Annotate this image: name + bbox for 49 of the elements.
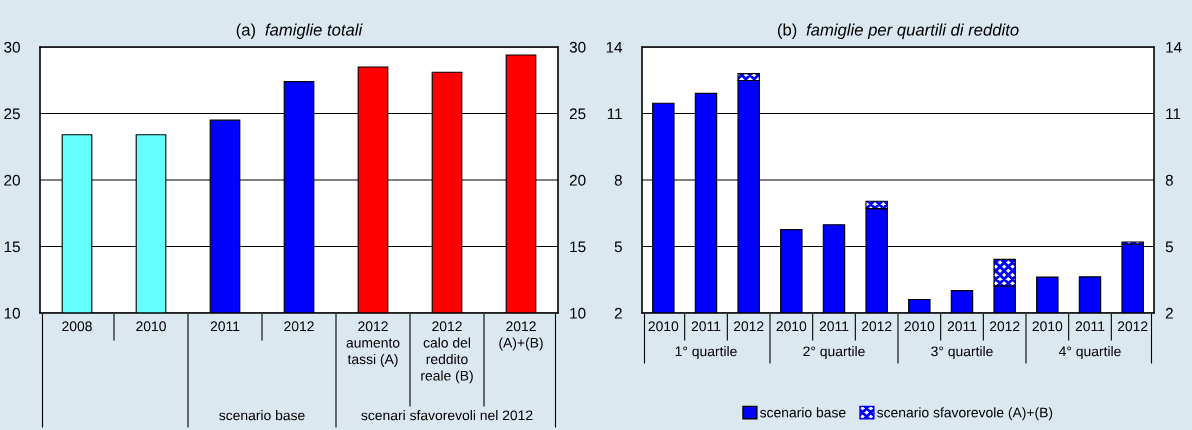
text: 4° quartile [1058, 346, 1121, 359]
x-tick-label: 2012 aumento tassi (A) [346, 321, 400, 367]
x-tick-label: 2011 [819, 321, 849, 332]
x-tick-label: 2012 [1117, 321, 1148, 332]
y2-tick-label: 10 [570, 307, 586, 319]
x-tick-label: 2012 (A)+(B) [499, 321, 543, 351]
y-tick-label: 11 [607, 108, 622, 120]
y2-tick-label: 20 [569, 174, 586, 186]
x-tick-label: 2011 [210, 321, 240, 332]
x-tick-label: 2012 [733, 321, 764, 332]
text: 2° quartile [803, 346, 865, 359]
x-tick-label: 2011 [947, 321, 977, 332]
y2-tick-label: 11 [1166, 108, 1181, 120]
x-tick-label: 2012 [861, 321, 892, 332]
x-tick-label: 2010 [776, 321, 807, 332]
x-tick-label: 2011 [1075, 321, 1105, 332]
y-tick-label: 25 [4, 108, 20, 120]
y-tick-label: 14 [606, 42, 623, 53]
x-tick-label: 2010 [648, 321, 679, 332]
x-tick-label: 2012 [989, 321, 1020, 332]
x-tick-label: 2011 [691, 321, 721, 332]
text: 1° quartile [675, 346, 737, 359]
text: 3° quartile [931, 346, 993, 359]
y-tick-label: 15 [4, 241, 20, 253]
x-tick-label: 2010 [904, 321, 935, 332]
x-tick-label: 2012 [284, 321, 314, 332]
y-tick-label: 10 [4, 307, 20, 319]
y2-tick-label: 8 [1165, 174, 1173, 186]
y-tick-label: 8 [614, 174, 622, 186]
x-tick-label: 2012 calo del reddito reale (B) [421, 321, 473, 384]
chart-title: (a) famiglie totali [236, 23, 363, 40]
x-tick-label: 2008 [62, 321, 92, 332]
text: scenario base [219, 410, 305, 421]
y2-tick-label: 15 [570, 241, 586, 253]
y-tick-label: 30 [4, 41, 20, 53]
y2-tick-label: 30 [569, 41, 586, 53]
y2-tick-label: 2 [1165, 307, 1173, 319]
legend-label: scenario base [760, 407, 846, 418]
y-tick-label: 20 [4, 174, 20, 186]
text: scenari sfavorevoli nel 2012 [361, 410, 533, 421]
x-tick-label: 2010 [136, 321, 166, 332]
y-tick-label: 2 [614, 307, 622, 319]
x-tick-label: 2010 [1032, 321, 1063, 332]
chart-title: (b) famiglie per quartili di reddito [777, 23, 1019, 40]
y-tick-label: 5 [614, 241, 622, 253]
y2-tick-label: 14 [1166, 42, 1182, 53]
legend-label: scenario sfavorevole (A)+(B) [877, 407, 1053, 421]
y2-tick-label: 5 [1165, 241, 1173, 253]
y2-tick-label: 25 [569, 108, 586, 120]
